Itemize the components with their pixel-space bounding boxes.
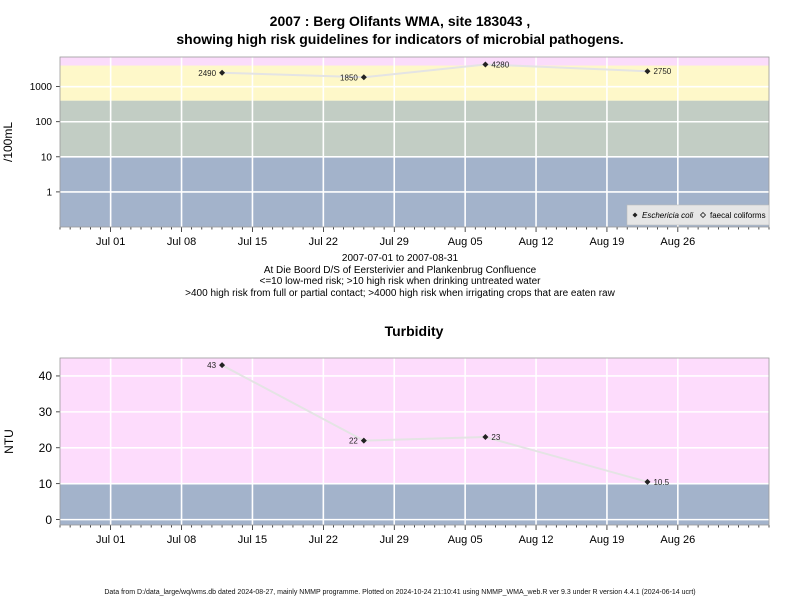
data-label: 23 [491,433,500,442]
legend-label-ecoli: Eschericia coli [642,211,693,220]
data-label: 4280 [491,60,509,69]
data-label: 10.5 [653,478,669,487]
y-tick-label: 100 [35,117,52,128]
date-range-text: 2007-07-01 to 2007-08-31 [341,253,459,264]
data-point [482,61,489,68]
site-description-text: At Die Boord D/S of Eersterivier and Pla… [263,264,537,276]
data-point [644,68,651,75]
data-point [219,69,226,76]
chart-title-line2: showing high risk guidelines for indicat… [176,31,624,47]
y-tick-label: 10 [39,477,53,491]
data-label: 1850 [340,73,358,82]
data-point [360,437,367,444]
risk-band-1 [60,100,769,157]
x-tick-label: Jul 01 [96,236,125,248]
plot-frame [59,56,770,228]
plot-frame [59,357,770,526]
legend-marker-faecal [699,211,707,219]
x-tick-label: Jul 22 [309,236,338,248]
footer-note: Data from D:/data_large/wq/wms.db dated … [104,589,696,596]
x-tick-label: Jul 22 [309,534,338,546]
x-tick-label: Aug 26 [660,534,695,546]
x-tick-label: Jul 29 [380,534,409,546]
turbidity-chart: Turbidity 0 10 20 30 40 Jul 01 Jul 08 Jul 15 Jul … [2,323,770,546]
guideline-text-2: >400 high risk from full or partial cont… [185,287,615,299]
x-tick-label: Aug 26 [660,236,695,248]
data-point [644,478,651,485]
series-line [221,364,648,483]
data-point [360,74,367,81]
x-tick-label: Jul 08 [167,534,196,546]
data-label: 43 [207,361,216,370]
data-point [219,362,226,369]
data-label: 22 [349,437,358,446]
risk-band-1 [60,358,769,484]
x-tick-label: Aug 05 [448,236,483,248]
x-tick-label: Aug 19 [590,534,625,546]
legend-box [626,204,770,226]
y-tick-label: 30 [39,405,53,419]
y-tick-label: 0 [45,513,52,527]
x-tick-label: Aug 19 [590,236,625,248]
x-tick-label: Jul 15 [238,236,267,248]
turbidity-title: Turbidity [385,323,444,339]
x-tick-label: Aug 05 [448,534,483,546]
data-label: 2750 [653,67,671,76]
legend: Eschericia coli faecal coliforms [626,204,770,226]
legend-label-faecal: faecal coliforms [710,211,766,220]
x-tick-label: Jul 01 [96,534,125,546]
y-axis-label: NTU [2,429,16,454]
chart-title-line1: 2007 : Berg Olifants WMA, site 183043 , [269,13,531,29]
x-tick-label: Aug 12 [519,534,554,546]
series-line [222,63,648,79]
y-axis-label: /100mL [1,122,15,162]
y-tick-label: 40 [39,369,53,383]
data-point [482,434,489,441]
data-label: 2490 [198,69,216,78]
y-tick-label: 10 [41,152,53,163]
y-tick-label: 1 [46,187,52,198]
guideline-text-1: <=10 low-med risk; >10 high risk when dr… [259,276,541,287]
y-tick-label: 1000 [30,82,53,93]
x-tick-label: Jul 15 [238,534,267,546]
x-tick-label: Jul 08 [167,236,196,248]
risk-band-3 [60,57,769,66]
x-tick-label: Jul 29 [380,236,409,248]
x-tick-label: Aug 12 [519,236,554,248]
legend-marker-ecoli [632,212,638,218]
microbial-chart: 1 10 100 1000 Jul 01 Jul 08 Jul 15 Jul 22 Jul 29… [1,56,770,248]
risk-band-0 [60,483,769,525]
y-tick-label: 20 [39,441,53,455]
